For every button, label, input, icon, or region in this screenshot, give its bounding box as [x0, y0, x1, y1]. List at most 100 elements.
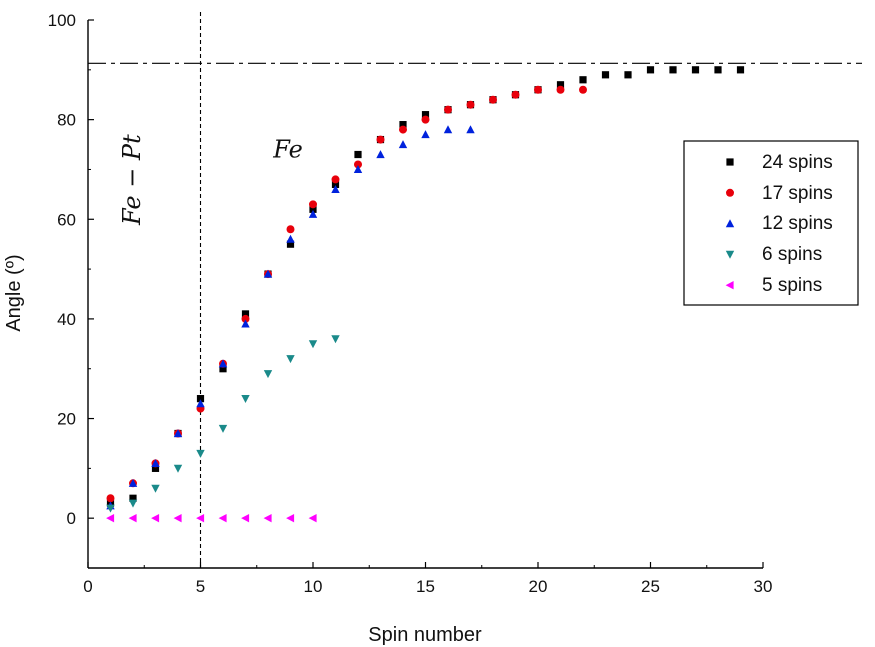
data-point — [196, 399, 205, 408]
data-point — [601, 71, 610, 79]
data-point — [128, 513, 137, 523]
data-point — [714, 66, 722, 74]
data-point — [286, 225, 295, 234]
data-point — [218, 513, 227, 523]
data-point — [151, 458, 160, 467]
data-point — [376, 150, 385, 159]
data-point — [218, 359, 228, 368]
legend-label-6-spins: 6 spins — [762, 244, 822, 265]
x-tick-label: 25 — [641, 577, 660, 596]
legend-label-24-spins: 24 spins — [762, 152, 833, 173]
data-point — [353, 165, 363, 174]
data-point — [669, 66, 677, 74]
data-point — [646, 66, 655, 74]
y-tick-label: 20 — [57, 410, 76, 429]
axes: 0 5 10 15 20 25 30 0 20 40 60 80 100 — [48, 11, 773, 596]
data-point — [263, 370, 273, 379]
x-tick-label: 10 — [304, 577, 323, 596]
data-point — [286, 355, 295, 364]
data-point — [173, 464, 183, 473]
data-point — [443, 125, 453, 134]
data-point — [691, 66, 700, 74]
legend-marker — [726, 188, 734, 197]
data-point — [151, 513, 160, 523]
data-point — [151, 484, 160, 493]
data-point — [399, 121, 407, 129]
annotations: Fe − Pt Fe — [118, 134, 303, 226]
y-tick-label: 60 — [57, 210, 76, 229]
data-point — [308, 209, 318, 218]
data-point — [286, 234, 295, 243]
series-24-spins — [106, 66, 745, 507]
annotation-fe: Fe — [272, 136, 303, 164]
data-point — [354, 160, 362, 169]
x-tick-label: 5 — [196, 577, 205, 596]
data-point — [241, 395, 250, 404]
series-6-spins — [106, 335, 340, 513]
data-point — [466, 125, 475, 134]
series-12-spins — [106, 125, 475, 510]
data-point — [579, 76, 587, 84]
data-point — [534, 85, 542, 94]
x-tick-label: 30 — [754, 577, 773, 596]
y-tick-label: 40 — [57, 310, 76, 329]
data-point — [173, 513, 182, 523]
series-17-spins — [106, 85, 587, 503]
data-point — [556, 81, 565, 89]
data-point — [354, 150, 362, 159]
legend-marker — [725, 219, 735, 228]
legend-marker — [725, 281, 734, 290]
data-point — [421, 111, 430, 119]
y-axis-title: Angle (º) — [3, 254, 25, 331]
data-point — [241, 319, 250, 328]
data-point — [308, 513, 317, 523]
data-point — [421, 130, 430, 139]
data-point — [106, 504, 115, 513]
data-point — [106, 494, 115, 503]
data-point — [579, 85, 587, 94]
legend-marker — [725, 250, 735, 259]
data-point — [241, 314, 250, 323]
series-5-spins — [106, 513, 317, 523]
data-point — [444, 105, 452, 114]
data-point — [241, 513, 250, 523]
data-point — [309, 200, 317, 209]
data-point — [173, 429, 183, 438]
data-point — [151, 464, 160, 472]
data-point — [219, 365, 227, 373]
x-tick-label: 0 — [83, 577, 92, 596]
data-point — [263, 269, 273, 278]
data-point — [218, 424, 228, 433]
y-tick-label: 80 — [57, 111, 76, 130]
data-point — [129, 494, 137, 502]
legend-label-12-spins: 12 spins — [762, 213, 833, 234]
data-point — [331, 335, 340, 344]
legend-marker — [726, 158, 734, 166]
y-tick-label: 100 — [48, 11, 76, 30]
x-tick-label: 15 — [416, 577, 435, 596]
x-axis-title: Spin number — [368, 624, 482, 646]
legend-label-17-spins: 17 spins — [762, 183, 833, 204]
data-point — [511, 90, 520, 99]
data-point — [106, 513, 115, 523]
data-point — [466, 100, 475, 109]
data-point — [376, 135, 385, 144]
data-point — [421, 115, 430, 124]
annotation-fe-pt: Fe − Pt — [118, 134, 146, 226]
legend-label-5-spins: 5 spins — [762, 275, 822, 296]
data-point — [489, 95, 497, 104]
data-point — [128, 478, 138, 487]
data-point — [263, 513, 272, 523]
data-point — [286, 513, 295, 523]
data-point — [331, 184, 340, 193]
data-point — [736, 66, 745, 74]
y-tick-label: 0 — [67, 509, 76, 528]
plot-area — [88, 12, 862, 568]
data-point — [331, 175, 340, 184]
legend: 24 spins 17 spins 12 spins 6 spins 5 spi… — [683, 140, 859, 306]
x-tick-label: 20 — [529, 577, 548, 596]
data-point — [556, 85, 565, 94]
data-point — [309, 205, 317, 213]
data-point — [196, 449, 205, 458]
